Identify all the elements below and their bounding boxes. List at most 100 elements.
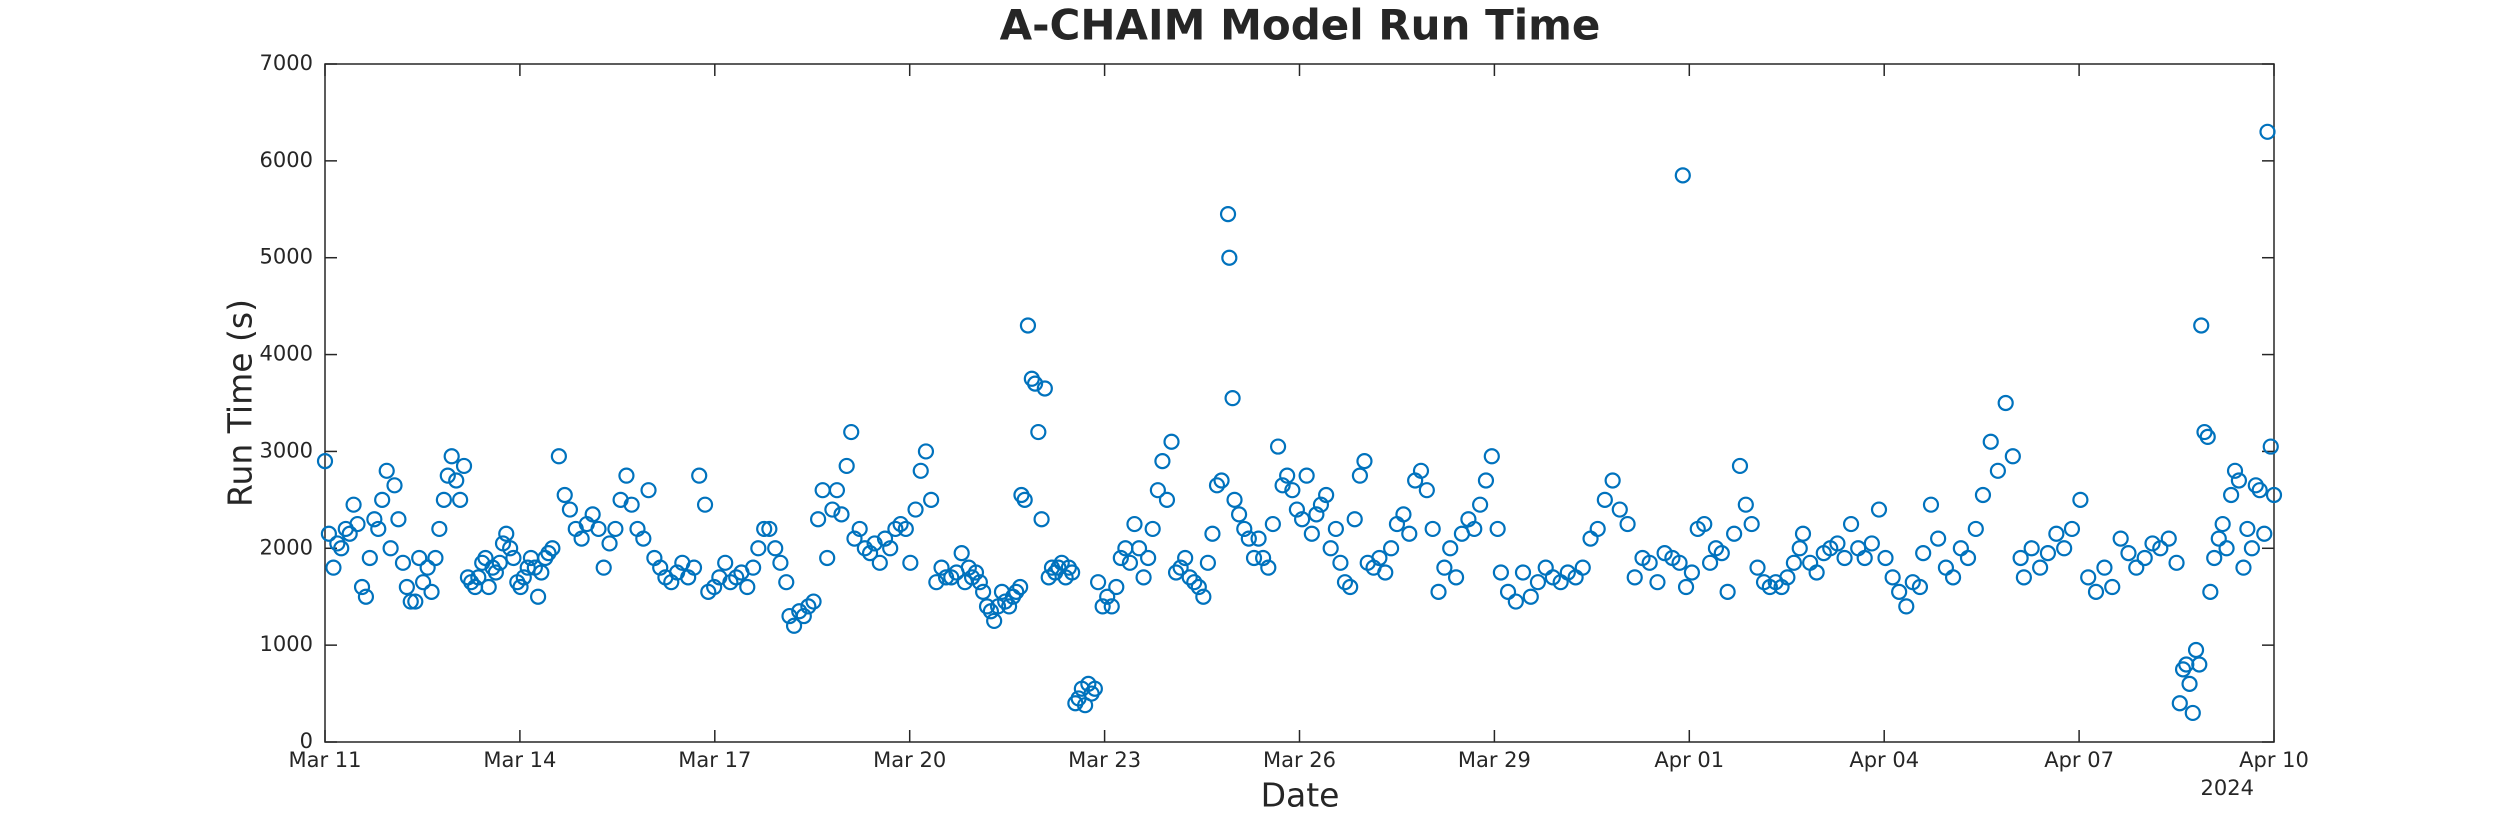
data-point xyxy=(419,559,436,576)
data-point xyxy=(1863,535,1880,552)
data-point xyxy=(1522,588,1539,605)
data-point xyxy=(1318,486,1335,504)
x-tick-label: Mar 14 xyxy=(483,748,556,772)
data-point xyxy=(1604,472,1621,489)
data-point xyxy=(1163,433,1180,450)
data-point xyxy=(1298,467,1315,484)
data-point xyxy=(986,612,1003,630)
data-point xyxy=(696,496,714,513)
data-point xyxy=(491,554,508,571)
data-point xyxy=(1677,578,1695,596)
data-point xyxy=(943,569,960,586)
data-point xyxy=(439,467,456,484)
data-point xyxy=(819,549,836,567)
data-point xyxy=(2104,578,2121,596)
data-point xyxy=(1308,506,1325,523)
data-point xyxy=(2056,540,2073,557)
data-point xyxy=(502,540,519,557)
data-point xyxy=(2218,540,2235,557)
data-point xyxy=(851,520,868,538)
data-point xyxy=(1288,501,1306,518)
data-point xyxy=(1144,520,1161,538)
data-point xyxy=(2259,123,2276,140)
data-point xyxy=(1356,453,1373,470)
data-point xyxy=(595,559,612,576)
data-point xyxy=(1915,545,1932,562)
data-point xyxy=(573,530,590,547)
data-point xyxy=(1240,530,1257,547)
data-point xyxy=(809,511,827,528)
data-point xyxy=(390,511,407,528)
x-tick-label: Apr 07 xyxy=(2044,748,2114,772)
data-point xyxy=(1507,593,1524,610)
data-point xyxy=(2128,559,2145,576)
data-point xyxy=(607,520,624,538)
data-point xyxy=(2239,520,2256,538)
data-point xyxy=(561,501,579,518)
data-point xyxy=(902,554,919,571)
data-point xyxy=(800,598,817,615)
data-point xyxy=(1696,515,1713,533)
x-tick-label: Apr 04 xyxy=(1849,748,1919,772)
data-point xyxy=(1808,564,1825,581)
data-point xyxy=(928,574,945,591)
data-point xyxy=(407,593,424,610)
data-point xyxy=(1836,549,1853,567)
data-point xyxy=(1224,390,1241,407)
x-tick-label: Mar 17 xyxy=(678,748,751,772)
x-tick-label: Apr 01 xyxy=(1654,748,1724,772)
data-point xyxy=(1989,462,2006,479)
data-point xyxy=(1199,554,1216,571)
data-point xyxy=(1103,598,1120,615)
data-point xyxy=(357,588,375,605)
data-point xyxy=(871,554,888,571)
x-tick-label: Mar 20 xyxy=(873,748,946,772)
data-point xyxy=(361,549,378,567)
data-point xyxy=(345,496,362,513)
data-point xyxy=(1351,467,1369,484)
data-point xyxy=(1418,482,1435,499)
data-point xyxy=(838,457,855,475)
data-point xyxy=(455,457,473,475)
data-point xyxy=(1177,549,1194,567)
data-point xyxy=(2223,486,2240,504)
data-point xyxy=(2187,641,2205,659)
data-point xyxy=(717,554,734,571)
data-point xyxy=(1430,583,1447,600)
data-point xyxy=(1492,564,1509,581)
data-point xyxy=(2168,554,2185,571)
data-point xyxy=(1274,477,1291,494)
data-point xyxy=(1447,569,1465,586)
data-point xyxy=(1154,453,1171,470)
data-point xyxy=(1346,511,1363,528)
data-point xyxy=(843,423,860,441)
data-point xyxy=(1099,588,1116,605)
data-point xyxy=(1785,554,1802,571)
data-point xyxy=(876,530,894,547)
data-point xyxy=(805,593,822,610)
data-point xyxy=(1322,540,1339,557)
data-point xyxy=(1279,467,1296,484)
y-tick-label: 3000 xyxy=(260,438,313,462)
data-point xyxy=(750,540,767,557)
data-point xyxy=(556,486,573,504)
data-point xyxy=(1190,578,1207,596)
data-point xyxy=(427,549,444,567)
x-axis-label: Date xyxy=(1261,776,1340,815)
data-point xyxy=(402,593,419,610)
data-point xyxy=(2023,540,2040,557)
data-point xyxy=(1898,598,1915,615)
data-point xyxy=(1245,549,1263,567)
data-point xyxy=(1589,520,1606,538)
data-point xyxy=(1877,549,1894,567)
data-point xyxy=(423,583,440,600)
data-point xyxy=(1641,554,1658,571)
x-tick-label: Mar 11 xyxy=(288,748,361,772)
data-point xyxy=(1312,496,1330,513)
data-point xyxy=(1967,520,1984,538)
data-point xyxy=(1944,569,1962,586)
data-point xyxy=(907,501,924,518)
data-point xyxy=(897,520,914,538)
data-point xyxy=(1332,554,1349,571)
